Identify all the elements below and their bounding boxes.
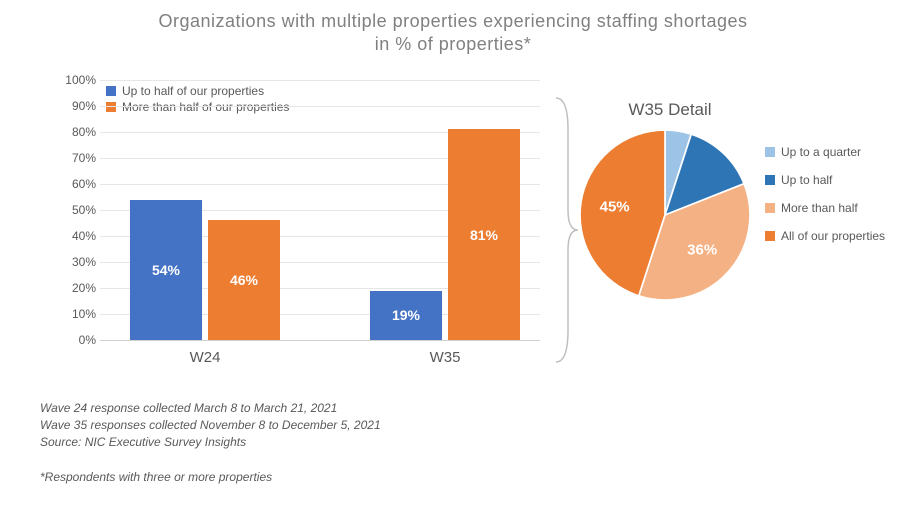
footnotes: Wave 24 response collected March 8 to Ma… — [40, 400, 381, 450]
asterisk-note: *Respondents with three or more properti… — [40, 470, 272, 484]
pie-value-label: 45% — [600, 199, 630, 216]
legend-swatch — [765, 175, 775, 185]
legend-swatch — [106, 86, 116, 96]
bar-value-label: 54% — [130, 262, 202, 278]
category-label: W35 — [430, 349, 461, 366]
legend-item: Up to half — [765, 173, 885, 187]
y-tick-label: 90% — [56, 99, 96, 113]
legend-swatch — [765, 147, 775, 157]
bar-value-label: 46% — [208, 272, 280, 288]
bar: 54% — [130, 200, 202, 340]
legend-item: Up to a quarter — [765, 145, 885, 159]
footnote-line: Source: NIC Executive Survey Insights — [40, 434, 381, 451]
y-tick-label: 80% — [56, 125, 96, 139]
legend-swatch — [765, 203, 775, 213]
title-line-1: Organizations with multiple properties e… — [159, 11, 748, 31]
bar-value-label: 19% — [370, 307, 442, 323]
title-line-2: in % of properties* — [375, 34, 532, 54]
bar-chart: Up to half of our properties More than ha… — [60, 80, 540, 370]
pie-chart-region: W35 Detail 36% 45% Up to a quarter Up to h… — [580, 100, 890, 300]
y-tick-label: 40% — [56, 229, 96, 243]
gridline — [100, 106, 540, 107]
legend-label: More than half of our properties — [122, 100, 289, 114]
chart-title: Organizations with multiple properties e… — [0, 10, 906, 57]
bar: 46% — [208, 220, 280, 340]
y-tick-label: 100% — [56, 73, 96, 87]
bar: 19% — [370, 291, 442, 340]
bar-legend: Up to half of our properties More than ha… — [106, 84, 289, 116]
brace-icon — [550, 90, 580, 370]
bar-plot-area: Up to half of our properties More than ha… — [100, 80, 540, 341]
legend-swatch — [106, 102, 116, 112]
bar-value-label: 81% — [448, 227, 520, 243]
pie-title: W35 Detail — [580, 100, 760, 120]
y-tick-label: 0% — [56, 333, 96, 347]
bar: 81% — [448, 129, 520, 340]
y-tick-label: 50% — [56, 203, 96, 217]
legend-item: More than half — [765, 201, 885, 215]
legend-item: More than half of our properties — [106, 100, 289, 114]
legend-label: More than half — [781, 201, 858, 215]
pie-value-label: 36% — [687, 241, 717, 258]
footnote-line: Wave 35 responses collected November 8 t… — [40, 417, 381, 434]
y-tick-label: 20% — [56, 281, 96, 295]
legend-label: All of our properties — [781, 229, 885, 243]
pie-chart: 36% 45% — [580, 130, 750, 300]
y-tick-label: 60% — [56, 177, 96, 191]
y-tick-label: 10% — [56, 307, 96, 321]
legend-item: All of our properties — [765, 229, 885, 243]
pie-legend: Up to a quarter Up to half More than half A… — [765, 145, 885, 257]
y-tick-label: 30% — [56, 255, 96, 269]
y-tick-label: 70% — [56, 151, 96, 165]
legend-label: Up to half of our properties — [122, 84, 264, 98]
legend-label: Up to half — [781, 173, 832, 187]
footnote-line: Wave 24 response collected March 8 to Ma… — [40, 400, 381, 417]
gridline — [100, 80, 540, 81]
legend-label: Up to a quarter — [781, 145, 861, 159]
legend-item: Up to half of our properties — [106, 84, 289, 98]
chart-canvas: Organizations with multiple properties e… — [0, 0, 906, 516]
legend-swatch — [765, 231, 775, 241]
category-label: W24 — [190, 349, 221, 366]
